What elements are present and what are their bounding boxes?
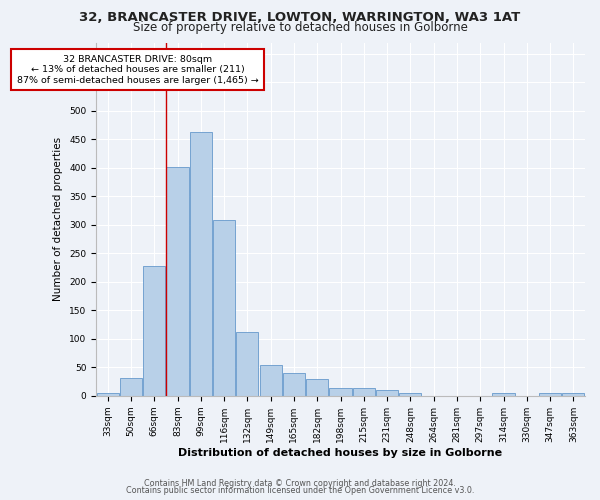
Y-axis label: Number of detached properties: Number of detached properties: [53, 137, 64, 301]
Bar: [166, 168, 188, 396]
Text: Contains HM Land Registry data © Crown copyright and database right 2024.: Contains HM Land Registry data © Crown c…: [144, 478, 456, 488]
Bar: [260, 365, 282, 396]
Bar: [353, 388, 375, 396]
Bar: [213, 220, 235, 396]
Bar: [190, 132, 212, 396]
Bar: [283, 373, 305, 396]
Text: 32 BRANCASTER DRIVE: 80sqm
← 13% of detached houses are smaller (211)
87% of sem: 32 BRANCASTER DRIVE: 80sqm ← 13% of deta…: [17, 55, 259, 85]
Bar: [376, 390, 398, 396]
Text: Size of property relative to detached houses in Golborne: Size of property relative to detached ho…: [133, 21, 467, 34]
Bar: [562, 393, 584, 396]
Bar: [329, 388, 352, 396]
Bar: [493, 393, 515, 396]
Bar: [143, 266, 165, 396]
Bar: [120, 378, 142, 396]
Bar: [400, 393, 421, 396]
X-axis label: Distribution of detached houses by size in Golborne: Distribution of detached houses by size …: [178, 448, 503, 458]
Text: 32, BRANCASTER DRIVE, LOWTON, WARRINGTON, WA3 1AT: 32, BRANCASTER DRIVE, LOWTON, WARRINGTON…: [79, 11, 521, 24]
Text: Contains public sector information licensed under the Open Government Licence v3: Contains public sector information licen…: [126, 486, 474, 495]
Bar: [236, 332, 259, 396]
Bar: [306, 378, 328, 396]
Bar: [539, 393, 561, 396]
Bar: [97, 393, 119, 396]
